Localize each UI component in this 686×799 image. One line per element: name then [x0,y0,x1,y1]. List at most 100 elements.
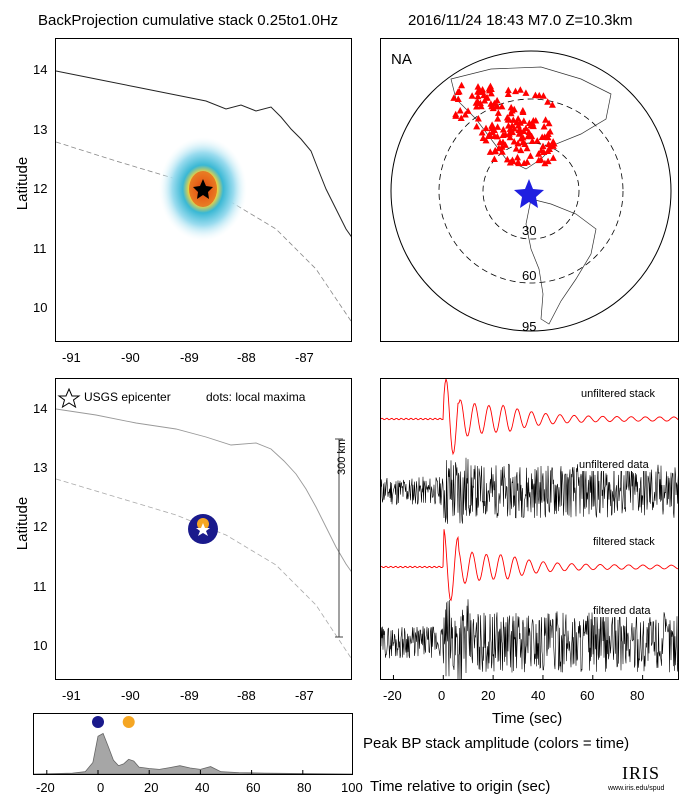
station-marker [450,94,458,101]
traces-xtick: 80 [630,688,645,703]
top-ytick: 10 [33,300,48,315]
epicenter-star [193,179,213,199]
station-marker [516,119,524,126]
station-marker [464,107,472,114]
bottom-xtick: -90 [121,688,140,703]
bottom-xtick: -87 [295,688,314,703]
traces-xtick: -20 [383,688,402,703]
top-map-ylabel: Latitude [14,156,32,211]
station-marker [494,109,502,116]
amplitude-svg [34,716,352,774]
top-xtick: -87 [295,350,314,365]
amp-xtick: 100 [341,780,363,795]
station-marker [493,102,501,110]
station-marker [498,148,506,155]
station-marker [539,142,547,150]
top-ytick: 11 [33,241,47,256]
globe-epicenter-star [514,179,544,208]
station-marker [549,138,557,145]
top-ytick: 12 [33,181,48,196]
station-marker [468,92,476,99]
station-marker [514,115,522,122]
station-marker [498,143,506,150]
top-xtick: -91 [62,350,81,365]
station-marker [457,114,465,121]
trace-filtered-stack [381,529,678,602]
iris-logo-url: www.iris.edu/spud [608,785,665,792]
station-marker [461,110,469,118]
station-marker [458,81,466,89]
top-map-svg [56,70,351,322]
amplitude-caption: Peak BP stack amplitude (colors = time) [363,735,630,752]
station-marker [540,123,548,130]
bottom-ytick: 13 [33,460,48,475]
station-marker [477,102,485,110]
top-xtick: -88 [237,350,256,365]
station-marker [490,155,498,162]
bottom-map-panel: USGS epicenter dots: local maxima 300 km [55,378,352,680]
bottom-map-svg [56,387,351,659]
traces-xlabel: Time (sec) [492,710,563,727]
traces-xtick: 40 [531,688,546,703]
amplitude-area [34,732,352,774]
station-marker [545,119,553,127]
amplitude-marker-early [92,716,104,728]
station-marker [473,122,481,130]
globe-ring-label: 95 [522,319,537,334]
station-marker [525,119,533,126]
bottom-ytick: 12 [33,519,48,534]
traces-panel: unfiltered stack unfiltered data filtere… [380,378,679,680]
station-marker [478,129,486,136]
top-ytick: 13 [33,122,48,137]
station-marker [504,86,512,94]
station-marker [512,145,520,152]
station-marker [520,117,528,124]
globe-svg [390,50,672,332]
station-marker [488,121,496,128]
bottom-coastline [56,408,351,572]
station-markers [450,81,558,167]
bottom-xtick: -88 [237,688,256,703]
traces-svg [381,379,678,679]
scale-bar-label: 300 km [336,438,349,476]
station-marker [540,148,548,155]
amp-xtick: 40 [195,780,210,795]
station-marker [542,116,550,123]
station-marker [541,159,549,167]
station-marker [504,90,512,97]
station-marker [506,125,514,132]
legend-dots-label: dots: local maxima [206,390,306,404]
station-marker [510,105,518,113]
station-marker [498,102,506,110]
top-xtick: -90 [121,350,140,365]
station-marker [535,150,543,157]
station-marker [544,147,552,154]
station-marker [544,98,552,105]
bottom-ytick: 10 [33,638,48,653]
station-marker [474,83,482,90]
station-marker [515,159,523,167]
top-ytick: 14 [33,62,48,77]
station-marker [513,153,521,161]
station-marker [523,158,531,165]
station-marker [506,133,514,141]
trace-label-unfiltered-stack: unfiltered stack [581,388,655,400]
station-marker [512,87,520,95]
traces-xtick: 60 [580,688,595,703]
page-title: BackProjection cumulative stack 0.25to1.… [38,12,339,29]
station-marker [548,101,556,108]
amplitude-panel [33,713,353,775]
station-marker [549,142,557,149]
traces-xtick: 20 [481,688,496,703]
station-marker [489,104,497,112]
trace-unfiltered-data [381,457,678,524]
trace-unfiltered-stack [381,379,678,456]
top-map-panel [55,38,352,342]
station-marker [482,124,490,132]
legend-star-icon [57,387,81,409]
globe-panel: NA 30 60 95 [380,38,679,342]
station-marker [456,107,464,114]
bottom-trench [56,478,351,659]
station-marker [505,130,513,137]
amp-xtick: 20 [144,780,159,795]
